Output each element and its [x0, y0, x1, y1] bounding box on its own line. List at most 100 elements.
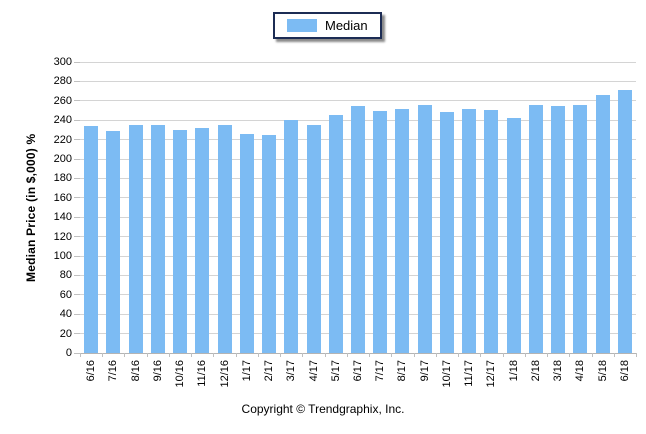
- x-tick-11: [324, 353, 326, 357]
- x-label-4-18: 4/18: [574, 360, 587, 382]
- x-tick-21: [547, 353, 549, 357]
- x-label-8-17: 8/17: [396, 360, 409, 382]
- y-tick-label-60: 60: [59, 288, 72, 301]
- x-tick-17: [458, 353, 460, 357]
- y-tick-label-260: 260: [53, 94, 72, 107]
- x-tick-4: [168, 353, 170, 357]
- bar-2-18: [528, 104, 543, 353]
- bar-7-16: [106, 130, 121, 353]
- y-tick-label-20: 20: [59, 327, 72, 340]
- x-label-1-18: 1/18: [507, 360, 520, 382]
- x-tick-5: [191, 353, 193, 357]
- y-tick-label-180: 180: [53, 172, 72, 185]
- x-label-6-16: 6/16: [85, 360, 98, 382]
- bar-10-17: [439, 112, 454, 353]
- y-tick-160: [74, 197, 80, 199]
- x-label-1-17: 1/17: [240, 360, 253, 382]
- x-label-2-18: 2/18: [529, 360, 542, 382]
- x-tick-8: [257, 353, 259, 357]
- x-label-7-16: 7/16: [107, 360, 120, 382]
- bar-11-17: [462, 108, 477, 353]
- x-tick-19: [502, 353, 504, 357]
- bar-3-18: [551, 105, 566, 353]
- x-label-12-16: 12/16: [218, 360, 231, 388]
- bar-10-16: [173, 129, 188, 353]
- y-tick-label-220: 220: [53, 133, 72, 146]
- bar-8-16: [128, 125, 143, 353]
- x-label-4-17: 4/17: [307, 360, 320, 382]
- plot-area: 0 20 40 60 80 100 120 140 160 180 200 220 240 260 280 3…: [54, 56, 637, 388]
- x-label-7-17: 7/17: [374, 360, 387, 382]
- bar-3-17: [284, 120, 299, 353]
- y-tick-label-40: 40: [59, 308, 72, 321]
- x-label-11-17: 11/17: [463, 360, 476, 387]
- bar-6-17: [351, 105, 365, 353]
- x-label-6-17: 6/17: [352, 360, 364, 382]
- y-tick-260: [74, 100, 80, 102]
- x-label-5-18: 5/18: [596, 360, 609, 382]
- x-label-10-17: 10/17: [440, 360, 453, 388]
- y-tick-60: [74, 294, 80, 296]
- x-label-11-16: 11/16: [196, 360, 209, 387]
- x-tick-9: [280, 353, 282, 357]
- x-label-10-16: 10/16: [174, 360, 187, 388]
- x-tick-0: [80, 353, 81, 357]
- x-tick-13: [369, 353, 371, 357]
- x-label-3-18: 3/18: [552, 360, 565, 382]
- x-tick-14: [391, 353, 393, 357]
- gridline-300: [80, 61, 636, 63]
- x-label-9-16: 9/16: [151, 360, 164, 382]
- y-tick-120: [74, 236, 80, 238]
- y-tick-220: [74, 139, 80, 141]
- y-tick-280: [74, 80, 80, 82]
- y-tick-label-100: 100: [53, 250, 72, 262]
- bar-4-18: [573, 104, 588, 353]
- y-tick-300: [74, 61, 80, 63]
- y-tick-80: [74, 274, 80, 276]
- x-tick-3: [146, 353, 148, 357]
- bar-1-18: [506, 118, 521, 353]
- bar-9-17: [417, 104, 432, 353]
- bar-5-17: [328, 115, 343, 353]
- y-tick-40: [74, 313, 80, 315]
- bar-7-17: [373, 110, 388, 353]
- y-tick-label-240: 240: [53, 114, 72, 127]
- gridline-260: [80, 100, 636, 102]
- y-tick-180: [74, 177, 80, 179]
- x-label-6-18: 6/18: [618, 360, 631, 382]
- x-tick-24: [613, 353, 615, 357]
- y-tick-240: [74, 119, 80, 121]
- x-label-8-16: 8/16: [129, 360, 142, 382]
- legend-label-median: Median: [325, 18, 368, 33]
- x-tick-20: [524, 353, 526, 357]
- legend: Median: [273, 12, 382, 39]
- y-tick-label-0: 0: [65, 347, 72, 359]
- y-tick-label-200: 200: [53, 153, 72, 165]
- x-tick-25: [636, 353, 637, 357]
- bar-5-18: [595, 94, 610, 353]
- x-tick-12: [346, 353, 348, 357]
- x-tick-1: [102, 353, 104, 357]
- y-tick-label-280: 280: [53, 75, 72, 88]
- x-axis-line: [80, 353, 636, 354]
- y-tick-140: [74, 216, 80, 218]
- bar-2-17: [262, 134, 277, 353]
- x-tick-18: [480, 353, 482, 357]
- y-tick-200: [74, 158, 80, 160]
- x-tick-15: [413, 353, 415, 357]
- y-tick-label-300: 300: [53, 56, 72, 68]
- y-tick-100: [74, 255, 80, 257]
- x-tick-16: [435, 353, 437, 357]
- bar-12-16: [217, 125, 232, 353]
- x-label-3-17: 3/17: [285, 360, 298, 382]
- y-tick-0: [74, 352, 80, 354]
- bar-6-18: [617, 90, 632, 353]
- y-tick-label-120: 120: [53, 230, 72, 243]
- x-label-2-17: 2/17: [263, 360, 276, 382]
- legend-swatch-median: [287, 19, 317, 32]
- y-tick-label-140: 140: [53, 211, 72, 224]
- x-tick-2: [124, 353, 126, 357]
- x-tick-7: [235, 353, 237, 357]
- x-label-12-17: 12/17: [485, 360, 498, 388]
